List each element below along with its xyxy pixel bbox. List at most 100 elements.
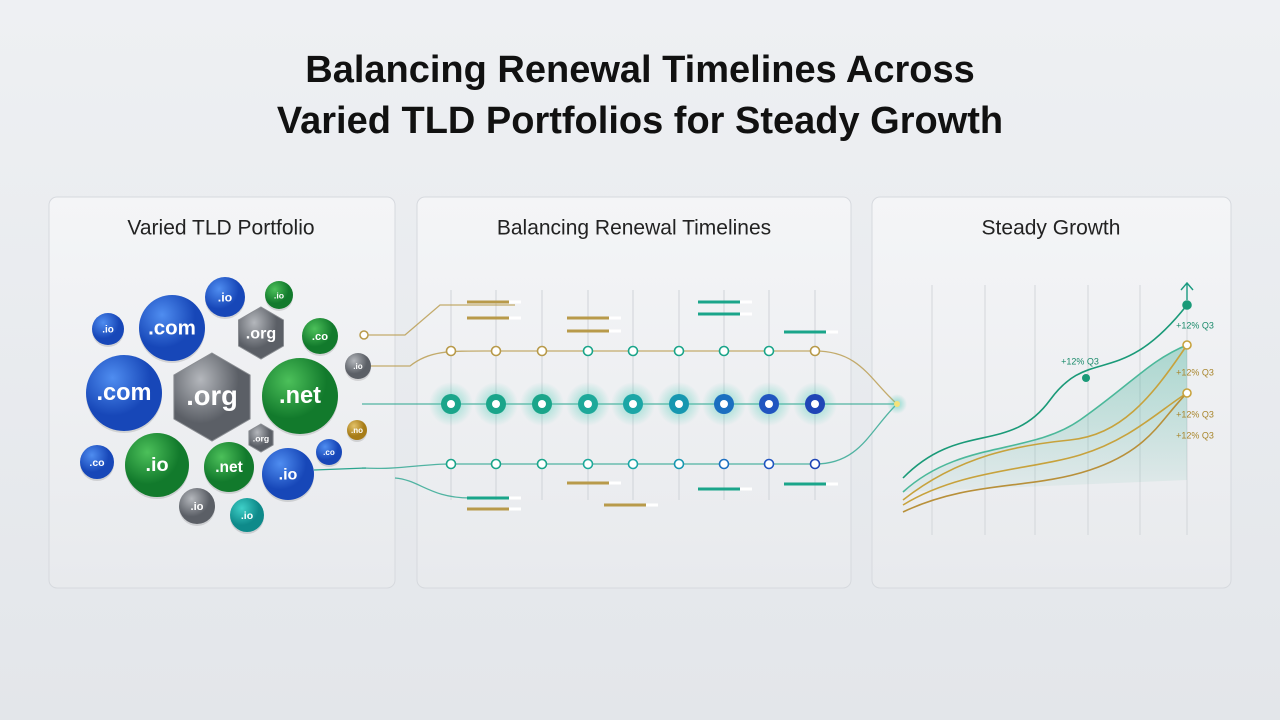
tld-bubble xyxy=(265,281,293,309)
trend-line xyxy=(902,344,1188,501)
tld-bubble xyxy=(316,439,342,465)
trend-line xyxy=(902,344,1188,493)
tld-label: .net xyxy=(279,383,321,409)
tld-bubble xyxy=(262,448,314,500)
node xyxy=(811,400,819,408)
panel-title: Steady Growth xyxy=(982,217,1121,240)
node xyxy=(582,345,594,357)
end-point xyxy=(1182,340,1192,350)
growth-label: +12% Q3 xyxy=(1176,367,1214,377)
bar-dash xyxy=(609,316,621,320)
bar-dash xyxy=(509,316,521,320)
tld-label: .net xyxy=(215,459,243,476)
node xyxy=(445,458,457,470)
tld-label: .io xyxy=(241,510,253,522)
tld-label: .com xyxy=(96,380,151,406)
tld-label: .no xyxy=(351,426,363,435)
bar-dash xyxy=(740,487,752,491)
tld-bubble xyxy=(230,498,264,532)
bar-dash xyxy=(784,330,826,334)
panel xyxy=(871,196,1232,589)
node xyxy=(445,345,457,357)
panel-title: Balancing Renewal Timelines xyxy=(497,217,771,240)
tld-label: .io xyxy=(145,454,168,476)
node xyxy=(675,400,683,408)
connector xyxy=(313,467,367,471)
bar-dash xyxy=(698,300,740,304)
bar-dash xyxy=(740,312,752,316)
node xyxy=(763,458,775,470)
growth-label: +12% Q3 xyxy=(1061,356,1099,366)
bar-dash xyxy=(467,316,509,320)
tld-label: .co xyxy=(323,448,335,457)
node xyxy=(536,458,548,470)
node xyxy=(490,458,502,470)
node xyxy=(809,345,821,357)
node xyxy=(536,345,548,357)
node xyxy=(447,400,455,408)
growth-chart: +12% Q3 +12% Q3 +12% Q3 +12% Q3 +12% Q3 xyxy=(902,281,1214,535)
node xyxy=(673,345,685,357)
tld-label: .io xyxy=(218,290,233,304)
bar-dash xyxy=(467,496,509,500)
node xyxy=(492,400,500,408)
node xyxy=(629,400,637,408)
bar-dash xyxy=(567,481,609,485)
arrow xyxy=(1180,281,1194,300)
bar-dash xyxy=(509,300,521,304)
node xyxy=(627,458,639,470)
node xyxy=(538,400,546,408)
tld-bubble xyxy=(205,277,245,317)
end-point xyxy=(1182,300,1192,310)
tld-label: .org xyxy=(253,433,269,443)
tld-bubble xyxy=(345,353,371,379)
trend-line xyxy=(902,392,1188,513)
tld-bubble xyxy=(262,358,338,434)
title-line: Varied TLD Portfolios for Steady Growth xyxy=(277,100,1003,142)
growth-label: +12% Q3 xyxy=(1176,430,1214,440)
node xyxy=(627,345,639,357)
point xyxy=(1082,374,1090,382)
tld-label: .io xyxy=(279,465,298,483)
end-point xyxy=(1182,388,1192,398)
node xyxy=(720,400,728,408)
tld-label: .io xyxy=(274,290,284,300)
tld-label: .io xyxy=(190,501,203,513)
tld-label: .org xyxy=(186,380,238,411)
bar-dash xyxy=(646,503,658,507)
connector xyxy=(394,477,471,499)
bar-dash xyxy=(567,316,609,320)
tld-label: .com xyxy=(148,316,196,339)
node xyxy=(765,400,773,408)
node xyxy=(763,345,775,357)
tld-label: .io xyxy=(353,362,362,371)
panel-title: Varied TLD Portfolio xyxy=(127,217,314,240)
tld-label: .co xyxy=(312,331,328,343)
tld-bubble xyxy=(125,433,189,497)
tld-bubble xyxy=(92,313,124,345)
bar-dash xyxy=(609,329,621,333)
tld-bubble xyxy=(86,355,162,431)
tld-bubble xyxy=(80,445,114,479)
timeline xyxy=(359,290,907,511)
bar-dash xyxy=(467,300,509,304)
bar-dash xyxy=(567,329,609,333)
bar-dash xyxy=(509,496,521,500)
node xyxy=(809,458,821,470)
bar-dash xyxy=(604,503,646,507)
bar-dash xyxy=(826,330,838,334)
node xyxy=(673,458,685,470)
bar-dash xyxy=(826,482,838,486)
node xyxy=(584,400,592,408)
focus xyxy=(894,401,900,407)
trend-line xyxy=(902,392,1188,506)
node xyxy=(359,330,369,340)
tld-bubble xyxy=(347,420,367,440)
tld-hexagon xyxy=(238,306,284,360)
tld-bubble xyxy=(139,295,205,361)
tld-hexagon xyxy=(248,423,274,453)
node xyxy=(718,458,730,470)
tld-label: .io xyxy=(102,325,114,336)
